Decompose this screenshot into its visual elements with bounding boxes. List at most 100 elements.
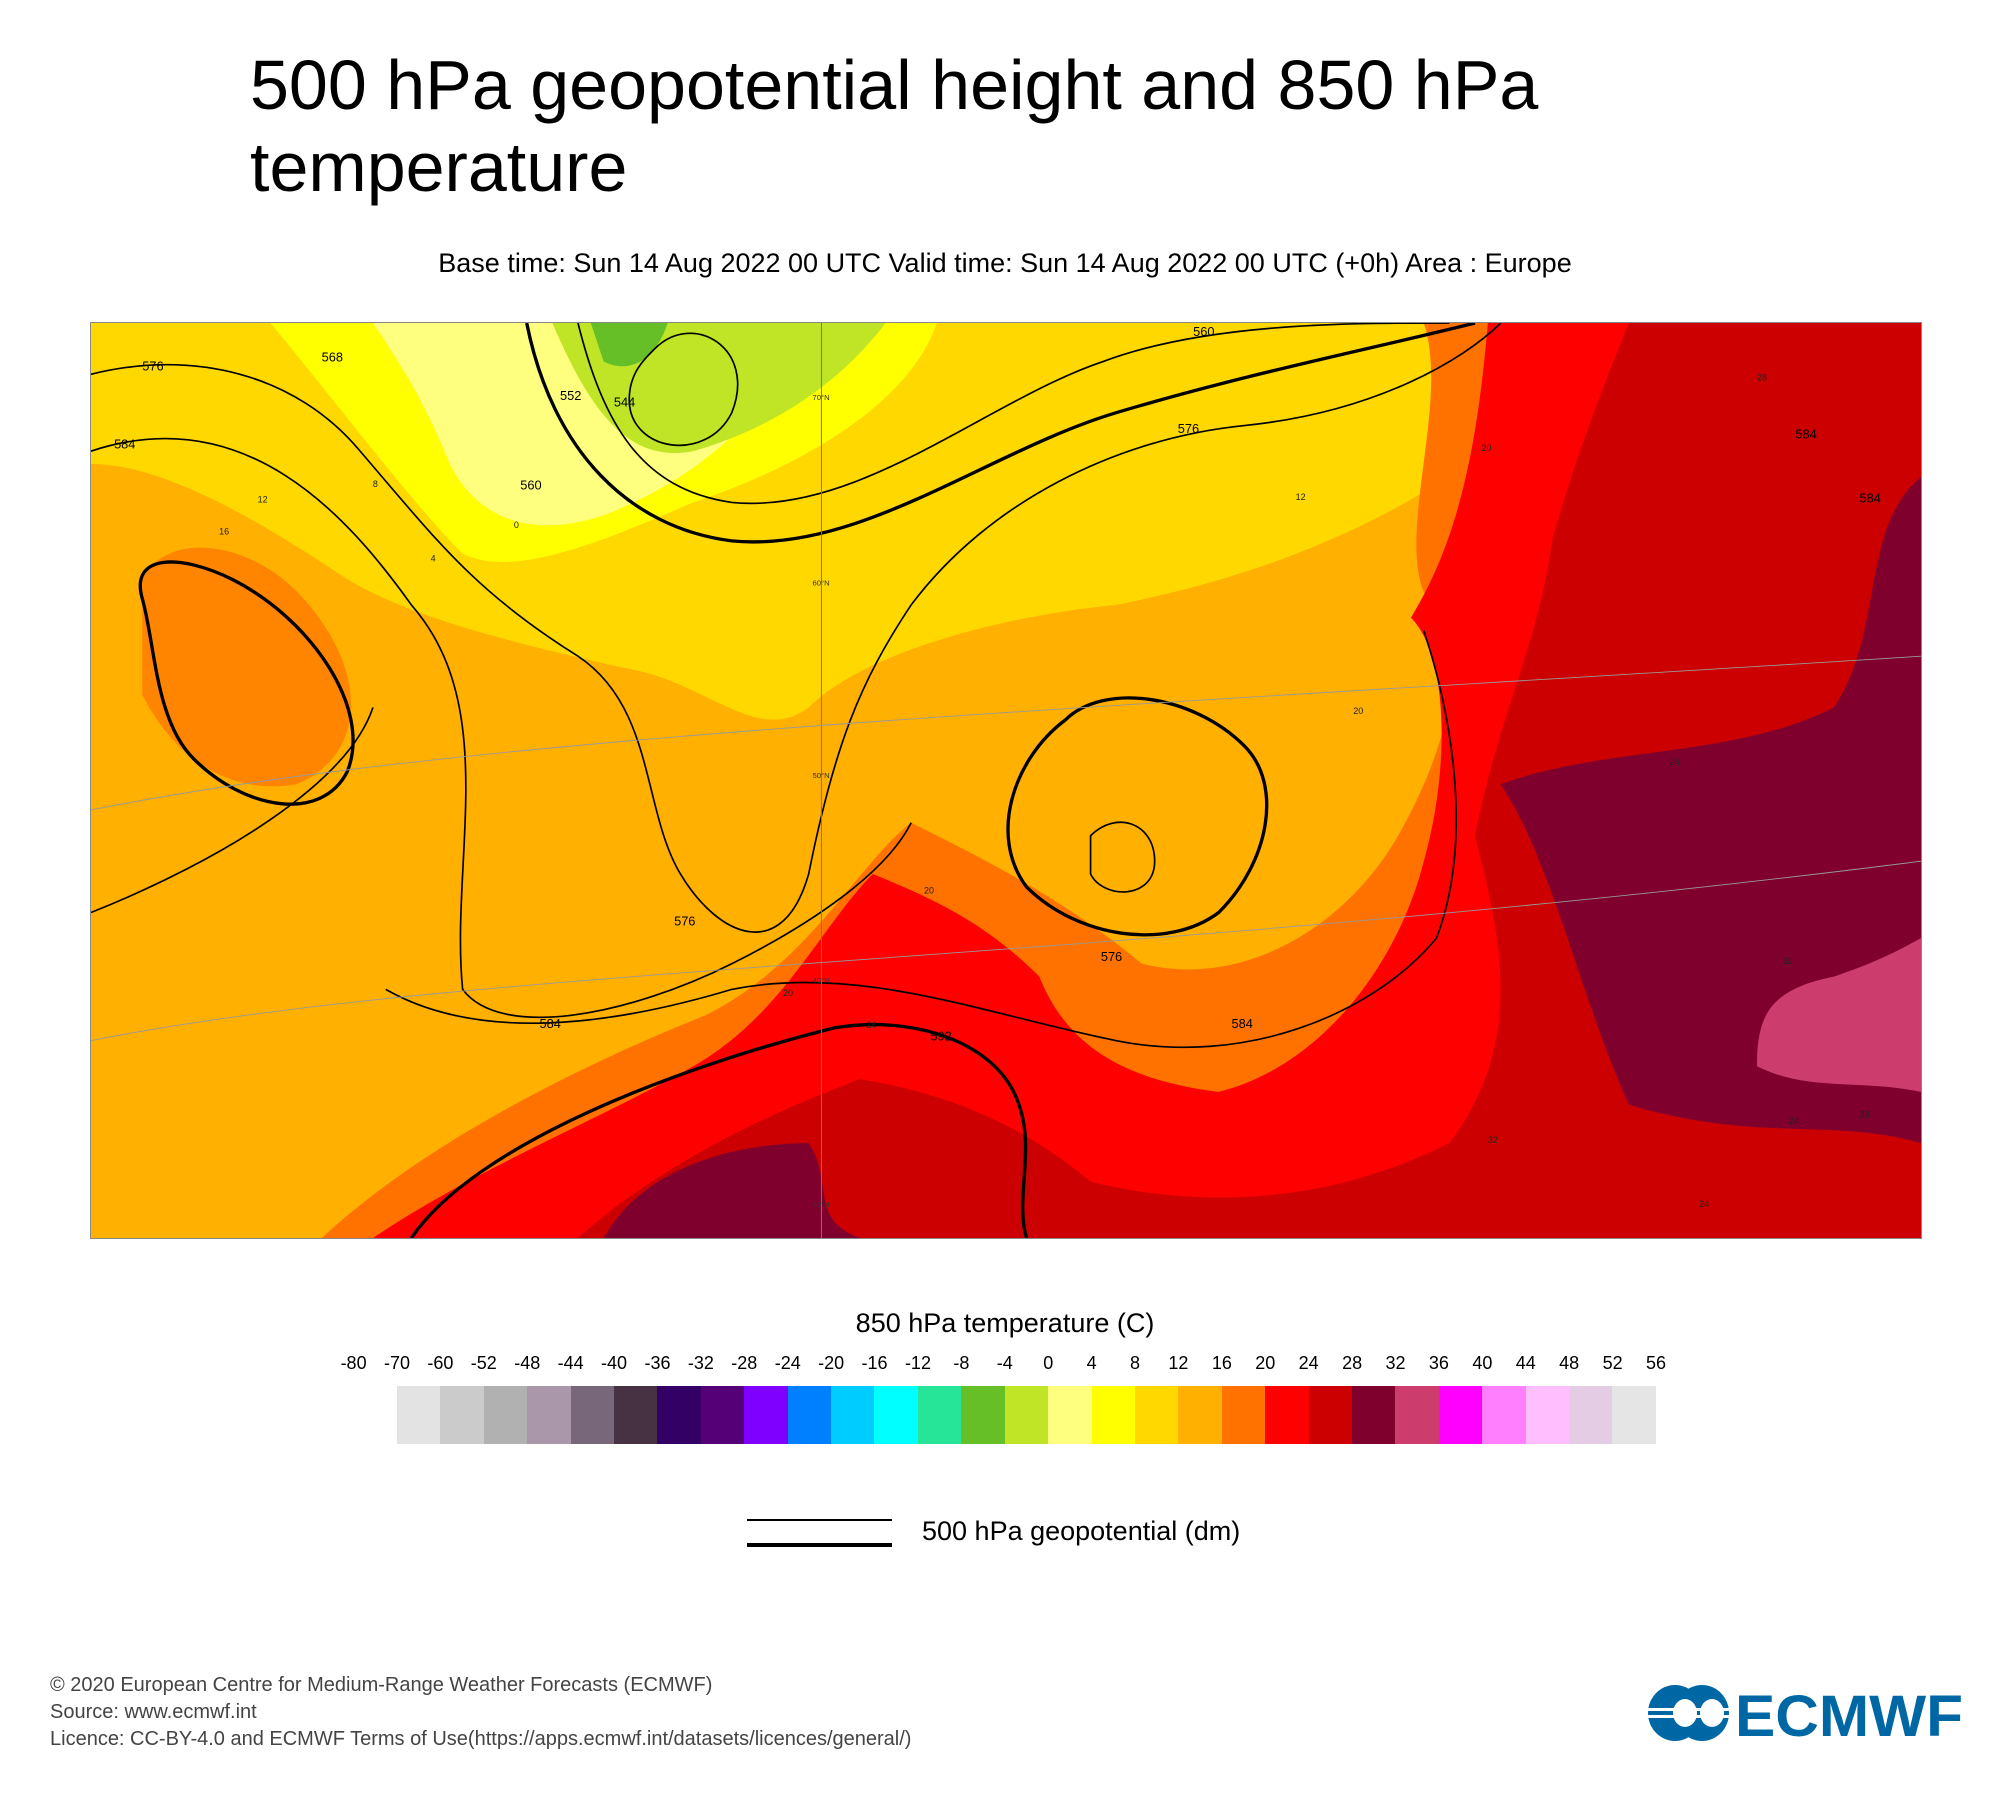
colorbar-label: 48 bbox=[1559, 1353, 1580, 1373]
temp-label: 24 bbox=[1789, 1116, 1799, 1126]
weather-map: 576 584 568 560 552 544 560 576 584 576 … bbox=[90, 322, 1922, 1239]
lat-label: 60°N bbox=[812, 579, 829, 588]
colorbar-label: -70 bbox=[383, 1353, 410, 1373]
temp-label: 4 bbox=[431, 553, 436, 563]
logo-text: ECMWF bbox=[1735, 1684, 1963, 1742]
colorbar-swatch bbox=[917, 1386, 962, 1444]
temp-label: 28 bbox=[1859, 1110, 1869, 1120]
latitude-labels: 70°N 60°N 50°N 40°N 30°N bbox=[812, 393, 829, 1209]
colorbar-label: 28 bbox=[1342, 1353, 1363, 1373]
colorbar-label: 24 bbox=[1298, 1353, 1319, 1373]
temp-label: 28 bbox=[1757, 373, 1767, 383]
colorbar-swatch bbox=[1178, 1386, 1222, 1444]
temp-label: 16 bbox=[219, 526, 229, 536]
contour-label: 560 bbox=[520, 478, 541, 493]
colorbar-swatch bbox=[527, 1386, 571, 1444]
colorbar-swatch bbox=[1308, 1386, 1352, 1444]
colorbar-label: 32 bbox=[1385, 1353, 1406, 1373]
map-canvas: 576 584 568 560 552 544 560 576 584 576 … bbox=[91, 323, 1921, 1238]
colorbar-swatch bbox=[1568, 1386, 1613, 1444]
colorbar-swatch bbox=[657, 1386, 701, 1444]
colorbar-swatch bbox=[1091, 1386, 1135, 1444]
colorbar-swatch bbox=[1612, 1386, 1656, 1444]
colorbar-label: -24 bbox=[774, 1353, 801, 1373]
colorbar-swatch bbox=[397, 1386, 441, 1444]
ecmwf-logo: ECMWF bbox=[1647, 1684, 1963, 1742]
contour-label: 552 bbox=[560, 388, 581, 403]
colorbar-swatch bbox=[1004, 1386, 1049, 1444]
colorbar-label: 44 bbox=[1515, 1353, 1536, 1373]
colorbar-label: -16 bbox=[861, 1353, 888, 1373]
colorbar-label: -32 bbox=[687, 1353, 714, 1373]
colorbar-label: 12 bbox=[1168, 1353, 1189, 1373]
colorbar-label: 4 bbox=[1086, 1353, 1097, 1373]
colorbar-swatch bbox=[744, 1386, 788, 1444]
contour-label: 584 bbox=[114, 437, 135, 452]
contour-labels: 576 584 568 560 552 544 560 576 584 576 … bbox=[114, 324, 1881, 1044]
colorbar-label: -28 bbox=[731, 1353, 758, 1373]
temp-label: 20 bbox=[1481, 443, 1491, 453]
colorbar-label: 0 bbox=[1043, 1353, 1054, 1373]
colorbar-swatch bbox=[1351, 1386, 1396, 1444]
colorbar-label: -44 bbox=[557, 1353, 584, 1373]
legend-thick-line bbox=[747, 1543, 892, 1547]
temp-label: 0 bbox=[514, 520, 519, 530]
chart-subtitle: Base time: Sun 14 Aug 2022 00 UTC Valid … bbox=[438, 248, 1572, 278]
colorbar-label: -20 bbox=[818, 1353, 845, 1373]
temperature-labels: 12 16 8 4 0 20 20 24 24 28 32 32 28 24 2… bbox=[219, 373, 1869, 1210]
lat-label: 40°N bbox=[812, 976, 829, 985]
contour-label: 576 bbox=[1101, 949, 1122, 964]
colorbar-swatch bbox=[1438, 1386, 1483, 1444]
colorbar-label: -48 bbox=[514, 1353, 541, 1373]
colorbar-swatch bbox=[1221, 1386, 1266, 1444]
colorbar-swatch bbox=[570, 1386, 615, 1444]
colorbar-swatch bbox=[787, 1386, 832, 1444]
contour-label: 576 bbox=[674, 913, 695, 928]
colorbar-swatch bbox=[1395, 1386, 1439, 1444]
colorbar-swatch bbox=[1265, 1386, 1309, 1444]
colorbar-label: -4 bbox=[996, 1353, 1013, 1373]
temp-label: 12 bbox=[258, 494, 268, 504]
colorbar-label: 52 bbox=[1602, 1353, 1623, 1373]
contour-label: 584 bbox=[1232, 1016, 1253, 1031]
temp-label: 20 bbox=[1353, 706, 1363, 716]
footer: © 2020 European Centre for Medium-Range … bbox=[50, 1672, 911, 1753]
contour-label: 568 bbox=[322, 349, 343, 364]
colorbar-swatch bbox=[961, 1386, 1005, 1444]
colorbar bbox=[397, 1386, 1656, 1444]
contour-label: 584 bbox=[1795, 426, 1816, 441]
temp-fill-32 bbox=[1500, 476, 1921, 1144]
chart-title: 500 hPa geopotential height and 850 hPa … bbox=[250, 46, 1539, 206]
colorbar-label: -80 bbox=[340, 1353, 367, 1373]
colorbar-label: 8 bbox=[1130, 1353, 1141, 1373]
colorbar-label: -8 bbox=[953, 1353, 970, 1373]
contour-label: 576 bbox=[142, 358, 163, 373]
colorbar-title: 850 hPa temperature (C) bbox=[855, 1308, 1155, 1338]
colorbar-label: -60 bbox=[427, 1353, 454, 1373]
colorbar-label: 20 bbox=[1255, 1353, 1276, 1373]
temp-fill-36 bbox=[1756, 938, 1921, 1092]
geopotential-contours bbox=[91, 323, 1921, 1238]
colorbar-label: 40 bbox=[1472, 1353, 1493, 1373]
lat-label: 70°N bbox=[812, 393, 829, 402]
temp-fill-32b bbox=[603, 1143, 860, 1238]
colorbar-label: -36 bbox=[644, 1353, 671, 1373]
temp-label: 12 bbox=[1296, 492, 1306, 502]
colorbar-label: 56 bbox=[1645, 1353, 1667, 1373]
colorbar-swatch bbox=[1525, 1386, 1569, 1444]
contour-label: 592 bbox=[930, 1029, 951, 1044]
colorbar-label: -52 bbox=[470, 1353, 497, 1373]
temp-label: 8 bbox=[373, 479, 378, 489]
source-text: Source: www.ecmwf.int bbox=[50, 1701, 257, 1723]
colorbar-swatch bbox=[874, 1386, 918, 1444]
temp-label: 24 bbox=[1699, 1199, 1709, 1209]
colorbar-label: -12 bbox=[904, 1353, 931, 1373]
temp-label: 32 bbox=[1783, 956, 1793, 966]
temp-label: 24 bbox=[866, 1020, 876, 1030]
contour-label: 560 bbox=[1193, 324, 1214, 339]
colorbar-swatch bbox=[1048, 1386, 1092, 1444]
lat-label: 50°N bbox=[812, 771, 829, 780]
temp-fill-28 bbox=[577, 323, 1921, 1238]
colorbar-swatch bbox=[483, 1386, 528, 1444]
legend-label: 500 hPa geopotential (dm) bbox=[922, 1516, 1241, 1546]
